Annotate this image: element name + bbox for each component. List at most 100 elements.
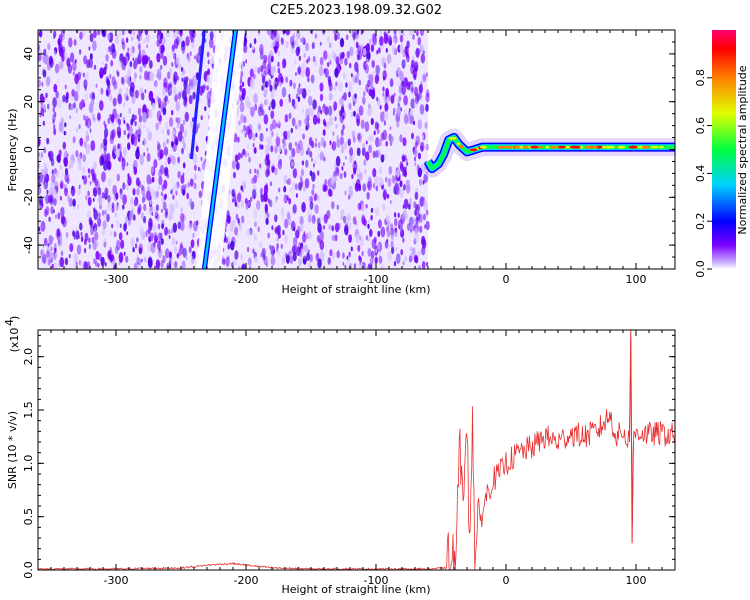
noise-blob bbox=[382, 190, 387, 200]
noise-blob bbox=[418, 152, 421, 160]
noise-blob bbox=[126, 87, 129, 93]
track-hotspot bbox=[592, 145, 598, 149]
noise-blob bbox=[267, 198, 270, 204]
noise-blob bbox=[354, 93, 357, 99]
noise-blob bbox=[301, 36, 305, 43]
noise-blob bbox=[352, 136, 356, 143]
noise-blob bbox=[161, 128, 164, 134]
noise-blob bbox=[78, 49, 82, 55]
noise-blob bbox=[376, 123, 380, 129]
noise-blob bbox=[306, 147, 310, 156]
noise-blob bbox=[319, 82, 324, 92]
noise-blob bbox=[139, 74, 142, 80]
noise-blob bbox=[243, 43, 248, 54]
noise-blob bbox=[41, 202, 44, 207]
noise-blob bbox=[137, 52, 142, 62]
noise-blob bbox=[64, 257, 69, 266]
noise-blob bbox=[317, 258, 322, 269]
noise-blob bbox=[114, 211, 117, 218]
noise-blob bbox=[281, 257, 285, 265]
noise-blob bbox=[171, 49, 174, 54]
noise-blob bbox=[211, 57, 215, 65]
noise-blob bbox=[79, 101, 83, 110]
noise-blob bbox=[247, 257, 252, 267]
noise-blob bbox=[245, 59, 248, 64]
noise-blob bbox=[404, 255, 408, 263]
noise-blob bbox=[323, 213, 328, 224]
noise-blob bbox=[139, 154, 144, 166]
noise-blob bbox=[405, 213, 409, 220]
noise-blob bbox=[230, 240, 235, 251]
snr-scale-close: ) bbox=[8, 316, 21, 320]
noise-blob bbox=[423, 199, 427, 207]
noise-blob bbox=[170, 83, 172, 88]
noise-blob bbox=[363, 90, 366, 97]
noise-blob bbox=[157, 140, 160, 145]
noise-blob bbox=[314, 192, 318, 201]
noise-blob bbox=[300, 223, 304, 232]
noise-blob bbox=[75, 150, 79, 158]
noise-blob bbox=[402, 30, 405, 36]
noise-blob bbox=[365, 235, 369, 241]
noise-blob bbox=[103, 238, 108, 248]
noise-blob bbox=[385, 214, 389, 223]
noise-blob bbox=[404, 45, 409, 56]
noise-blob bbox=[419, 178, 423, 186]
noise-blob bbox=[387, 178, 392, 187]
noise-blob bbox=[342, 162, 345, 167]
noise-blob bbox=[352, 160, 358, 172]
noise-blob bbox=[94, 231, 99, 242]
noise-blob bbox=[169, 251, 172, 258]
noise-blob bbox=[181, 260, 186, 269]
noise-blob bbox=[39, 155, 42, 161]
noise-blob bbox=[56, 155, 60, 162]
noise-blob bbox=[38, 53, 42, 62]
noise-blob bbox=[77, 154, 82, 164]
noise-blob bbox=[265, 98, 269, 105]
noise-blob bbox=[300, 37, 303, 43]
noise-blob bbox=[281, 87, 287, 98]
noise-blob bbox=[79, 31, 83, 40]
noise-blob bbox=[257, 106, 263, 117]
noise-blob bbox=[299, 145, 305, 157]
noise-blob bbox=[46, 103, 50, 110]
noise-blob bbox=[190, 120, 193, 128]
noise-blob bbox=[417, 250, 421, 257]
noise-blob bbox=[100, 142, 104, 149]
noise-blob bbox=[40, 169, 44, 175]
noise-blob bbox=[297, 66, 302, 75]
noise-blob bbox=[42, 120, 45, 126]
noise-blob bbox=[186, 192, 190, 200]
noise-blob bbox=[124, 74, 128, 83]
noise-blob bbox=[181, 147, 184, 155]
colorbar-tick-label: 0.2 bbox=[694, 212, 707, 230]
noise-blob bbox=[99, 147, 102, 153]
noise-blob bbox=[252, 248, 255, 254]
noise-blob bbox=[274, 197, 278, 204]
noise-blob bbox=[349, 46, 354, 57]
noise-blob bbox=[283, 174, 288, 184]
noise-blob bbox=[181, 137, 185, 145]
noise-blob bbox=[59, 256, 65, 268]
noise-blob bbox=[391, 45, 397, 55]
noise-blob bbox=[344, 190, 347, 196]
noise-blob bbox=[51, 173, 56, 184]
noise-blob bbox=[155, 259, 161, 269]
noise-blob bbox=[136, 146, 140, 153]
noise-blob bbox=[118, 232, 123, 241]
noise-blob bbox=[130, 136, 135, 145]
noise-blob bbox=[53, 49, 57, 57]
noise-blob bbox=[135, 61, 137, 66]
noise-blob bbox=[176, 123, 179, 129]
noise-blob bbox=[91, 236, 95, 244]
noise-blob bbox=[308, 88, 311, 93]
noise-blob bbox=[191, 117, 195, 122]
noise-blob bbox=[157, 240, 161, 250]
noise-blob bbox=[169, 67, 173, 75]
noise-blob bbox=[328, 42, 332, 49]
noise-blob bbox=[409, 197, 413, 205]
noise-blob bbox=[286, 179, 289, 185]
noise-blob bbox=[50, 158, 55, 167]
noise-blob bbox=[222, 258, 226, 266]
noise-blob bbox=[123, 130, 127, 136]
